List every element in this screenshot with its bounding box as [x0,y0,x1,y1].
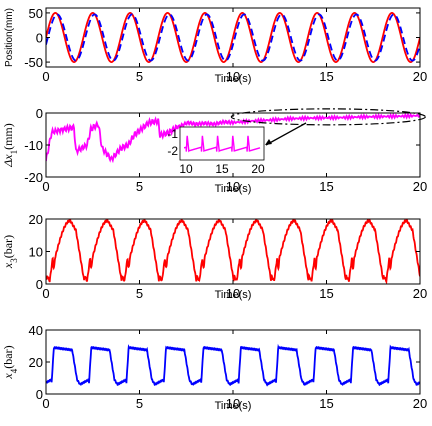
y-tick-label: 40 [29,323,43,338]
y-tick-label: 0 [36,106,43,121]
inset-y-tick-label: -1 [167,127,178,141]
x-tick-label: 0 [42,179,49,194]
inset-x-tick-label: 20 [251,162,265,176]
plot-frame [45,329,421,395]
y-tick-label: -50 [24,55,43,70]
inset-y-tick-label: -2 [167,144,178,158]
x-tick-label: 10 [226,69,240,84]
x-axis-label: Time(s) [215,400,252,412]
x-tick-label: 20 [413,286,427,301]
inset-arrowhead [265,139,272,145]
y-tick-label: 10 [29,245,43,260]
x-tick-label: 0 [42,396,49,411]
x-tick-label: 15 [319,286,333,301]
series-line-1 [46,219,420,284]
series-line-1 [46,343,420,387]
x-tick-label: 5 [136,179,143,194]
inset-box [179,126,265,161]
y-axis-label: Δx1(mm) [1,123,19,168]
y-tick-label: 20 [29,212,43,227]
y-tick-label: 0 [36,277,43,292]
inset-series-line [183,135,261,153]
y-tick-label: 20 [29,355,43,370]
series-line-1 [46,12,420,63]
x-tick-label: 20 [413,69,427,84]
series-line-2 [46,13,420,62]
y-tick-label: 50 [29,6,43,21]
x-tick-label: 10 [226,396,240,411]
chart-panel-3: 0 5 10 15 20 0 10 20 Time(s) x3(bar) [1,212,427,301]
series-line-1 [46,113,420,164]
x-tick-label: 5 [136,396,143,411]
x-tick-label: 5 [136,69,143,84]
inset-arrow [265,122,307,146]
chart-panel-4: 0 5 10 15 20 0 20 40 Time(s) x4(bar) [1,323,427,412]
y-axis-label: x3(bar) [1,235,19,269]
x-tick-label: 0 [42,69,49,84]
inset-x-tick-label: 15 [215,162,229,176]
x-axis-label: Time(s) [215,289,252,301]
x-tick-label: 10 [226,286,240,301]
y-axis-label: Position(mm) [4,8,15,67]
x-tick-label: 10 [226,179,240,194]
x-axis-label: Time(s) [215,73,252,85]
inset-x-tick-label: 10 [179,162,193,176]
x-axis-label: Time(s) [215,183,252,195]
x-tick-label: 15 [319,396,333,411]
y-tick-label: -20 [24,170,43,185]
x-tick-label: 5 [136,286,143,301]
x-tick-label: 15 [319,179,333,194]
y-tick-label: 0 [36,31,43,46]
x-tick-label: 20 [413,179,427,194]
x-tick-label: 15 [319,69,333,84]
x-tick-label: 20 [413,396,427,411]
x-tick-label: 0 [42,286,49,301]
y-tick-label: 0 [36,387,43,402]
highlight-ellipse [230,108,426,126]
y-axis-label: x4(bar) [1,345,19,379]
y-tick-label: -10 [24,138,43,153]
